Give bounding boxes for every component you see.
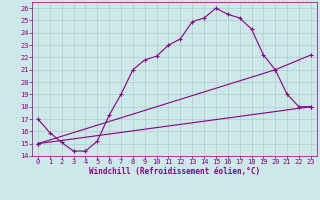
X-axis label: Windchill (Refroidissement éolien,°C): Windchill (Refroidissement éolien,°C) <box>89 167 260 176</box>
